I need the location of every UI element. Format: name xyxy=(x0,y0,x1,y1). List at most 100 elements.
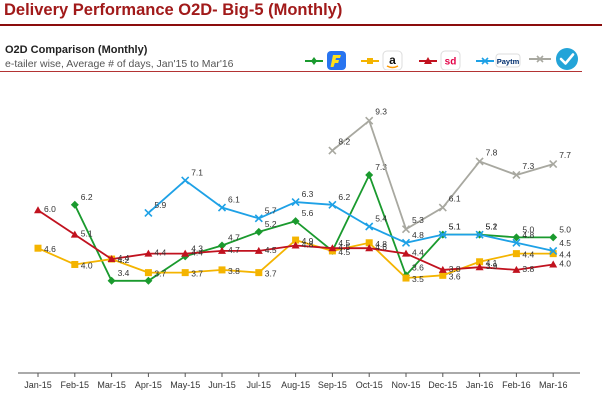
data-point xyxy=(181,249,190,257)
data-label: 4.5 xyxy=(338,247,350,257)
data-label: 3.6 xyxy=(449,271,461,281)
data-label: 3.8 xyxy=(522,264,534,274)
data-label: 6.2 xyxy=(338,192,350,202)
data-point xyxy=(438,265,447,273)
data-label: 4.6 xyxy=(375,242,387,252)
data-label: 5.2 xyxy=(265,219,277,229)
data-label: 3.8 xyxy=(449,264,461,274)
data-label: 7.8 xyxy=(486,147,498,157)
data-point xyxy=(476,258,484,266)
data-point xyxy=(71,260,79,268)
chart-subtitle: O2D Comparison (Monthly) xyxy=(5,44,148,56)
data-label: 3.4 xyxy=(118,268,130,278)
data-point xyxy=(438,203,447,212)
data-point xyxy=(365,222,374,231)
data-point xyxy=(144,269,152,277)
data-label: 4.5 xyxy=(265,245,277,255)
page-title: Delivery Performance O2D- Big-5 (Monthly… xyxy=(4,1,343,19)
data-label: 6.0 xyxy=(44,204,56,214)
data-point xyxy=(475,157,484,166)
data-point xyxy=(365,116,374,125)
data-label: 4.7 xyxy=(228,245,240,255)
data-point xyxy=(365,239,373,247)
data-point xyxy=(292,236,300,244)
data-point xyxy=(475,263,484,271)
x-tick-label: Jul-15 xyxy=(247,380,272,390)
data-label: 5.4 xyxy=(375,214,387,224)
data-label: 7.3 xyxy=(522,161,534,171)
data-label: 4.3 xyxy=(191,243,203,253)
data-point xyxy=(107,276,116,285)
data-label: 5.1 xyxy=(81,229,93,239)
legend-item-flipkart xyxy=(305,51,346,70)
data-label: 5.0 xyxy=(559,224,571,234)
data-point xyxy=(181,269,189,277)
data-point xyxy=(512,250,520,258)
data-point xyxy=(328,200,337,209)
data-label: 5.1 xyxy=(486,222,498,232)
data-label: 4.2 xyxy=(118,255,130,265)
data-point xyxy=(401,238,411,247)
data-label: 6.1 xyxy=(449,194,461,204)
data-point xyxy=(70,200,79,209)
data-point xyxy=(549,260,558,268)
data-point xyxy=(218,246,226,254)
data-label: 8.2 xyxy=(338,137,350,147)
legend-item-amazon: a xyxy=(361,50,403,70)
data-point xyxy=(218,241,226,250)
data-point xyxy=(402,249,410,257)
data-label: 3.7 xyxy=(154,269,166,279)
data-point xyxy=(549,233,558,242)
data-label: 4.8 xyxy=(522,230,534,240)
title-divider xyxy=(0,24,602,26)
data-label: 6.2 xyxy=(81,192,93,202)
data-point xyxy=(475,230,484,239)
data-label: 5.0 xyxy=(522,224,534,234)
x-tick-label: Nov-15 xyxy=(391,380,420,390)
x-tick-label: Feb-15 xyxy=(61,380,90,390)
data-point xyxy=(365,244,374,252)
data-label: 9.3 xyxy=(375,107,387,117)
data-label: 4.4 xyxy=(191,248,203,258)
data-label: 4.6 xyxy=(44,244,56,254)
data-point xyxy=(255,269,263,277)
data-label: 4.0 xyxy=(81,260,93,270)
legend-divider xyxy=(0,71,582,72)
data-point xyxy=(401,225,411,234)
data-label: 3.7 xyxy=(191,269,203,279)
x-tick-label: Mar-15 xyxy=(97,380,126,390)
data-label: 4.5 xyxy=(559,238,571,248)
data-label: 5.7 xyxy=(265,205,277,215)
data-point xyxy=(144,249,153,257)
data-label: 3.9 xyxy=(486,261,498,271)
x-tick-label: Jun-15 xyxy=(208,380,236,390)
data-point xyxy=(512,233,521,242)
flipkart-logo xyxy=(327,51,346,70)
data-point xyxy=(144,276,153,285)
data-point xyxy=(70,230,79,238)
data-label: 5.6 xyxy=(302,208,314,218)
x-tick-label: May-15 xyxy=(170,380,200,390)
data-point xyxy=(291,241,300,249)
data-label: 4.5 xyxy=(338,238,350,248)
x-tick-label: Feb-16 xyxy=(502,380,531,390)
data-point xyxy=(181,176,190,185)
data-label: 4.5 xyxy=(338,242,350,252)
data-label: 5.1 xyxy=(449,222,461,232)
x-tick-label: Apr-15 xyxy=(135,380,162,390)
data-point xyxy=(549,246,558,255)
data-label: 5.1 xyxy=(449,222,461,232)
data-point xyxy=(549,160,558,169)
data-label: 4.8 xyxy=(375,239,387,249)
data-label: 6.3 xyxy=(302,189,314,199)
data-label: 3.7 xyxy=(265,269,277,279)
data-label: 4.8 xyxy=(412,230,424,240)
data-point xyxy=(217,203,227,212)
data-point xyxy=(328,244,337,252)
svg-text:a: a xyxy=(389,53,396,67)
x-tick-label: Sep-15 xyxy=(318,380,347,390)
data-point xyxy=(34,206,42,214)
data-point xyxy=(328,146,337,155)
svg-text:sd: sd xyxy=(445,57,457,68)
